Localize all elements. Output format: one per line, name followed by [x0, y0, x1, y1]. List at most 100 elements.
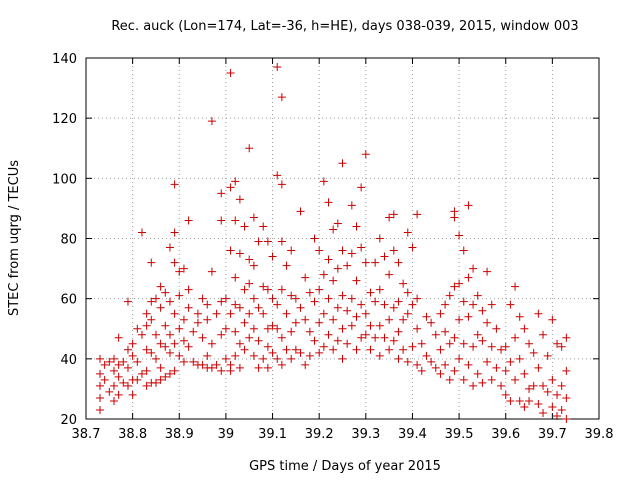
data-point — [455, 354, 464, 363]
data-point — [361, 150, 370, 159]
data-point — [464, 360, 473, 369]
data-point — [399, 345, 408, 354]
data-point — [277, 360, 286, 369]
data-point — [525, 339, 534, 348]
data-point — [95, 405, 104, 414]
data-point — [469, 381, 478, 390]
data-point — [445, 375, 454, 384]
data-point — [357, 300, 366, 309]
data-point — [413, 360, 422, 369]
data-point — [329, 225, 338, 234]
data-point — [114, 360, 123, 369]
data-point — [142, 309, 151, 318]
data-point — [175, 267, 184, 276]
data-point — [147, 258, 156, 267]
data-point — [515, 312, 524, 321]
data-point — [161, 321, 170, 330]
data-point — [394, 297, 403, 306]
data-point — [231, 177, 240, 186]
data-point — [343, 306, 352, 315]
data-point — [240, 345, 249, 354]
data-point — [123, 381, 132, 390]
data-point — [151, 330, 160, 339]
data-point — [296, 348, 305, 357]
data-point — [189, 357, 198, 366]
data-point — [371, 297, 380, 306]
data-point — [175, 351, 184, 360]
data-point — [529, 348, 538, 357]
data-point — [263, 324, 272, 333]
data-point — [333, 303, 342, 312]
data-point — [291, 345, 300, 354]
data-point — [525, 384, 534, 393]
data-point — [455, 279, 464, 288]
data-point — [380, 300, 389, 309]
data-point — [268, 348, 277, 357]
data-point — [497, 345, 506, 354]
x-axis-label: GPS time / Days of year 2015 — [249, 459, 441, 474]
data-point — [450, 282, 459, 291]
data-point — [389, 303, 398, 312]
data-point — [324, 330, 333, 339]
data-point — [170, 309, 179, 318]
data-points — [95, 63, 571, 423]
data-point — [305, 327, 314, 336]
data-point — [221, 324, 230, 333]
x-tick-label: 39.4 — [398, 427, 427, 442]
data-point — [324, 294, 333, 303]
data-point — [385, 345, 394, 354]
data-point — [333, 336, 342, 345]
data-point — [539, 408, 548, 417]
data-point — [184, 303, 193, 312]
data-point — [268, 294, 277, 303]
data-point — [534, 399, 543, 408]
data-point — [226, 69, 235, 78]
data-point — [179, 336, 188, 345]
data-point — [427, 357, 436, 366]
y-tick-label: 40 — [60, 353, 77, 368]
data-point — [287, 327, 296, 336]
data-point — [515, 396, 524, 405]
data-point — [422, 351, 431, 360]
data-point — [310, 336, 319, 345]
data-point — [361, 309, 370, 318]
data-point — [413, 324, 422, 333]
data-point — [291, 318, 300, 327]
data-point — [459, 339, 468, 348]
data-point — [389, 246, 398, 255]
data-point — [310, 297, 319, 306]
data-point — [235, 249, 244, 258]
data-point — [193, 318, 202, 327]
data-point — [231, 300, 240, 309]
data-point — [450, 366, 459, 375]
data-point — [557, 381, 566, 390]
data-point — [366, 345, 375, 354]
data-point — [156, 303, 165, 312]
data-point — [240, 285, 249, 294]
data-point — [455, 231, 464, 240]
data-point — [557, 405, 566, 414]
data-point — [273, 300, 282, 309]
data-point — [338, 291, 347, 300]
data-point — [263, 363, 272, 372]
data-point — [137, 369, 146, 378]
data-point — [375, 321, 384, 330]
data-point — [287, 354, 296, 363]
data-point — [170, 228, 179, 237]
data-point — [151, 294, 160, 303]
data-point — [273, 171, 282, 180]
data-point — [506, 300, 515, 309]
data-point — [245, 279, 254, 288]
data-point — [380, 333, 389, 342]
data-point — [347, 321, 356, 330]
data-point — [501, 390, 510, 399]
data-point — [95, 381, 104, 390]
data-point — [254, 336, 263, 345]
data-point — [226, 246, 235, 255]
y-tick-label: 80 — [60, 233, 77, 248]
data-point — [193, 309, 202, 318]
data-point — [235, 195, 244, 204]
data-point — [184, 285, 193, 294]
data-point — [100, 375, 109, 384]
data-point — [445, 291, 454, 300]
